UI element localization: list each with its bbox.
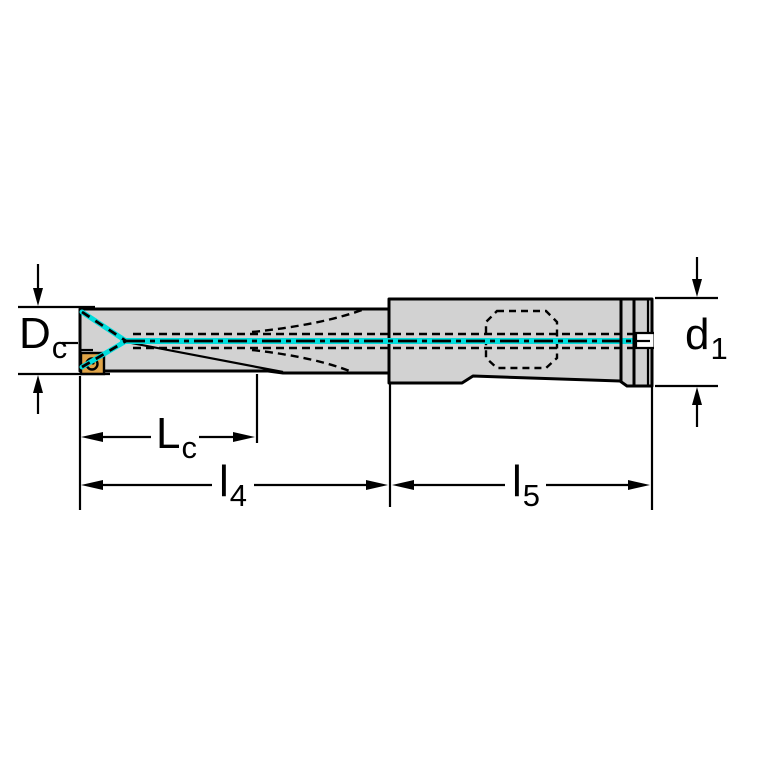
l5-arrow-left — [392, 480, 414, 490]
lc-arrow-left — [81, 432, 103, 442]
label-lc-sub: c — [181, 430, 197, 465]
dc-arrow-bottom-head — [33, 375, 43, 393]
l5-arrow-right — [628, 480, 650, 490]
label-length-l4: l4 — [219, 457, 248, 513]
label-l4-sub: 4 — [229, 478, 248, 513]
flute-runout-upper — [251, 308, 363, 334]
dc-arrow-top-head — [33, 288, 43, 306]
shank-end-details — [619, 300, 654, 385]
cutting-edge-upper-dash — [81, 310, 127, 343]
d1-arrow-bottom-head — [692, 387, 702, 405]
label-flute-length: Lc — [156, 409, 197, 465]
label-length-l5: l5 — [512, 457, 541, 513]
label-d1-sub: 1 — [710, 331, 728, 366]
label-cutting-diameter: Dc — [19, 309, 68, 365]
label-l5-sub: 5 — [522, 478, 541, 513]
d1-arrow-top-head — [692, 279, 702, 297]
label-l4-main: l — [219, 457, 229, 506]
label-dc-main: D — [19, 309, 51, 358]
lc-arrow-right — [233, 432, 255, 442]
hidden-lines — [133, 308, 635, 374]
l4-arrow-left — [81, 480, 103, 490]
label-l5-main: l — [512, 457, 522, 506]
flute-runout-lower — [251, 348, 353, 374]
label-dc-sub: c — [51, 330, 68, 365]
cutting-edge-lower-dash — [81, 339, 127, 369]
dimensions — [18, 257, 718, 510]
coolant-highlight-lines — [79, 309, 640, 370]
label-lc-main: L — [156, 409, 181, 458]
label-shank-diameter: d1 — [685, 310, 728, 366]
label-d1-main: d — [685, 310, 710, 359]
l4-arrow-right — [366, 480, 388, 490]
hex-socket-hidden — [484, 309, 559, 370]
